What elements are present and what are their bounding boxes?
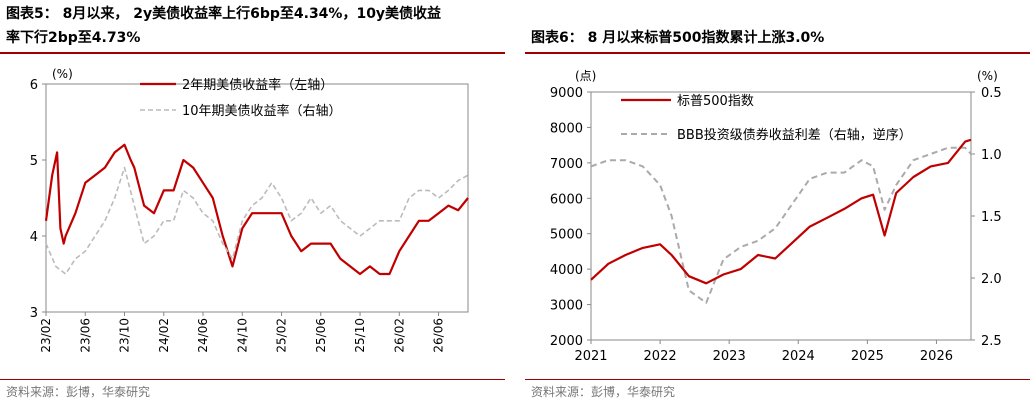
legend-label: 2年期美债收益率（左轴） [182,77,333,93]
x-tick-label: 2026 [920,349,953,364]
y2-tick-label: 2.0 [981,272,1002,287]
y-axis-unit: (%) [52,67,73,81]
x-tick-label: 2024 [782,349,815,364]
y-tick-label: 3 [30,306,38,321]
x-tick-label: 25/10 [353,318,367,353]
y-tick-label: 9000 [550,86,583,101]
y-tick-label: 2000 [550,334,583,349]
series-line-spx [590,138,972,285]
y-tick-label: 6 [30,78,38,93]
chart-source: 资料来源：彭博，华泰研究 [531,385,676,399]
x-tick-label: 2021 [574,349,607,364]
y-tick-label: 5 [30,154,38,169]
x-tick-label: 24/02 [157,318,171,353]
x-tick-label: 23/10 [118,318,132,353]
chart-right: (点) (%) 2000 3000 4000 5000 6000 7000 8000 9000 0.… [550,69,1002,364]
y-axis-unit-right: (%) [977,69,998,83]
x-tick-label: 2023 [713,349,746,364]
y-tick-label: 7000 [550,157,583,172]
x-tick-label: 2022 [644,349,677,364]
chart-panel-right: 图表6： 8 月以来标普500指数累计上涨3.0% (点) (%) 2000 3000… [525,0,1030,402]
chart-source: 资料来源：彭博，华泰研究 [6,385,151,399]
legend-label: 标普500指数 [677,94,754,109]
y2-tick-label: 0.5 [981,86,1002,101]
y-tick-label: 5000 [550,228,583,243]
y-tick-label: 3000 [550,299,583,314]
x-tick-label: 2025 [851,349,884,364]
y-axis-unit-left: (点) [575,69,596,83]
x-tick-label: 24/10 [235,318,249,353]
y-tick-label: 6000 [550,192,583,207]
x-tick-label: 23/02 [39,318,53,353]
series-line-bbb-spread [590,146,972,304]
title-divider [525,52,1030,54]
chart-title: 图表6： 8 月以来标普500指数累计上涨3.0% [531,30,825,46]
chart-title-line2: 率下行2bp至4.73% [6,30,141,46]
series-line-10y [45,166,469,275]
chart-panel-left: 图表5： 8月以来， 2y美债收益率上行6bp至4.34%，10y美债收益 率下… [0,0,505,402]
x-tick-label: 25/02 [275,318,289,353]
series-line-2y [44,143,469,276]
y2-tick-label: 1.0 [981,148,1002,163]
x-tick-label: 26/06 [432,318,446,353]
y-tick-label: 4 [30,230,38,245]
x-tick-label: 23/06 [78,318,92,353]
legend-label: BBB投资级债券收益利差（右轴，逆序） [677,127,912,143]
y-tick-label: 4000 [550,263,583,278]
y2-tick-label: 2.5 [981,334,1002,349]
legend-label: 10年期美债收益率（右轴） [182,103,342,119]
chart-title-line1: 图表5： 8月以来， 2y美债收益率上行6bp至4.34%，10y美债收益 [6,6,442,22]
title-divider [0,52,505,54]
source-divider [0,379,505,380]
x-tick-label: 25/06 [314,318,328,353]
x-tick-label: 26/02 [392,318,406,353]
x-tick-label: 24/06 [196,318,210,353]
y2-tick-label: 1.5 [981,210,1002,225]
y-tick-label: 8000 [550,121,583,136]
source-divider [525,379,1030,380]
chart-left: (%) 3 4 5 6 23/02 23/06 23/10 24/02 24/06 24/10 25/… [30,67,469,353]
